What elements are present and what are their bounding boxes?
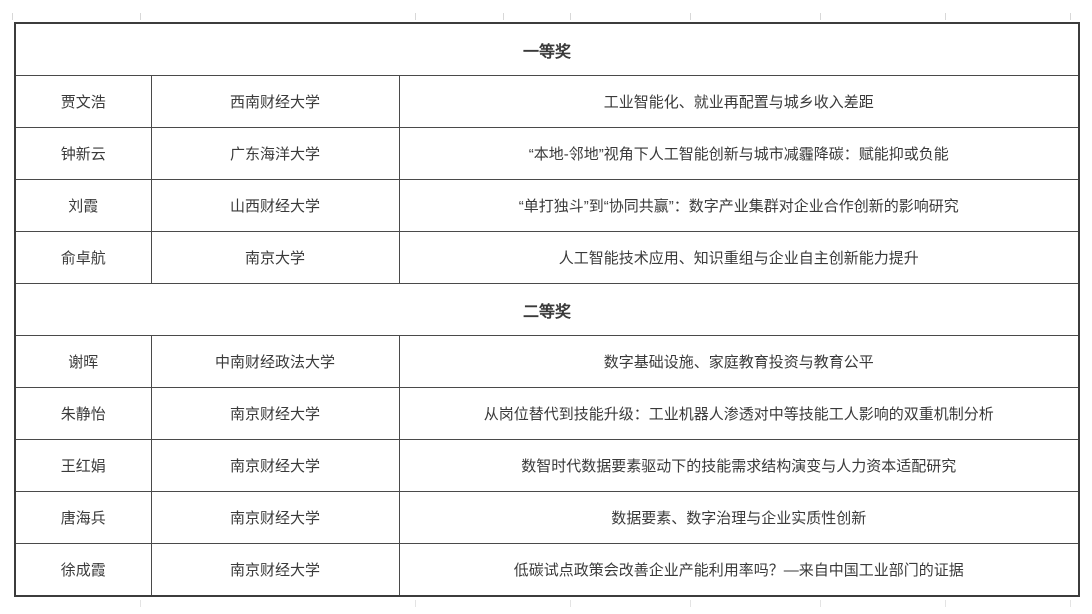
table-row: 刘霞 山西财经大学 “单打独斗”到“协同共赢”：数字产业集群对企业合作创新的影响研究 <box>14 179 1080 232</box>
gridline-tick <box>690 13 691 20</box>
table-row: 唐海兵 南京财经大学 数据要素、数字治理与企业实质性创新 <box>14 491 1080 544</box>
gridline-tick <box>140 600 141 607</box>
awards-table: 一等奖 贾文浩 西南财经大学 工业智能化、就业再配置与城乡收入差距 钟新云 广东海洋大学 “… <box>14 22 1080 597</box>
title-cell: 人工智能技术应用、知识重组与企业自主创新能力提升 <box>398 231 1080 284</box>
section-header-row: 二等奖 <box>14 283 1080 336</box>
table-row: 俞卓航 南京大学 人工智能技术应用、知识重组与企业自主创新能力提升 <box>14 231 1080 284</box>
university-cell: 山西财经大学 <box>150 179 400 232</box>
title-cell: 低碳试点政策会改善企业产能利用率吗？—来自中国工业部门的证据 <box>398 543 1080 597</box>
name-cell: 谢晖 <box>14 335 152 388</box>
section-header-row: 一等奖 <box>14 22 1080 76</box>
gridline-tick <box>1070 600 1071 607</box>
section-header: 一等奖 <box>14 22 1080 76</box>
gridline-tick <box>820 13 821 20</box>
section-header: 二等奖 <box>14 283 1080 336</box>
gridline-tick <box>570 13 571 20</box>
university-cell: 南京财经大学 <box>150 387 400 440</box>
name-cell: 刘霞 <box>14 179 152 232</box>
gridline-tick <box>415 600 416 607</box>
gridline-tick <box>945 13 946 20</box>
table-row: 钟新云 广东海洋大学 “本地-邻地”视角下人工智能创新与城市减霾降碳：赋能抑或负能 <box>14 127 1080 180</box>
gridline-tick <box>12 13 13 20</box>
gridline-tick <box>1070 13 1071 20</box>
university-cell: 广东海洋大学 <box>150 127 400 180</box>
gridline-tick <box>570 600 571 607</box>
name-cell: 唐海兵 <box>14 491 152 544</box>
table-row: 朱静怡 南京财经大学 从岗位替代到技能升级：工业机器人渗透对中等技能工人影响的双重机… <box>14 387 1080 440</box>
name-cell: 贾文浩 <box>14 75 152 128</box>
gridline-tick <box>820 600 821 607</box>
gridline-tick <box>140 13 141 20</box>
university-cell: 南京财经大学 <box>150 543 400 597</box>
name-cell: 徐成霞 <box>14 543 152 597</box>
table-row: 谢晖 中南财经政法大学 数字基础设施、家庭教育投资与教育公平 <box>14 335 1080 388</box>
university-cell: 中南财经政法大学 <box>150 335 400 388</box>
university-cell: 西南财经大学 <box>150 75 400 128</box>
university-cell: 南京财经大学 <box>150 491 400 544</box>
gridline-tick <box>415 13 416 20</box>
gridline-tick <box>503 13 504 20</box>
gridline-tick <box>945 600 946 607</box>
title-cell: 数智时代数据要素驱动下的技能需求结构演变与人力资本适配研究 <box>398 439 1080 492</box>
name-cell: 王红娟 <box>14 439 152 492</box>
gridline-tick <box>690 600 691 607</box>
title-cell: “单打独斗”到“协同共赢”：数字产业集群对企业合作创新的影响研究 <box>398 179 1080 232</box>
name-cell: 钟新云 <box>14 127 152 180</box>
name-cell: 朱静怡 <box>14 387 152 440</box>
title-cell: 数字基础设施、家庭教育投资与教育公平 <box>398 335 1080 388</box>
title-cell: 数据要素、数字治理与企业实质性创新 <box>398 491 1080 544</box>
name-cell: 俞卓航 <box>14 231 152 284</box>
university-cell: 南京大学 <box>150 231 400 284</box>
university-cell: 南京财经大学 <box>150 439 400 492</box>
title-cell: 工业智能化、就业再配置与城乡收入差距 <box>398 75 1080 128</box>
table-row: 贾文浩 西南财经大学 工业智能化、就业再配置与城乡收入差距 <box>14 75 1080 128</box>
table-row: 徐成霞 南京财经大学 低碳试点政策会改善企业产能利用率吗？—来自中国工业部门的证据 <box>14 543 1080 597</box>
title-cell: “本地-邻地”视角下人工智能创新与城市减霾降碳：赋能抑或负能 <box>398 127 1080 180</box>
table-row: 王红娟 南京财经大学 数智时代数据要素驱动下的技能需求结构演变与人力资本适配研究 <box>14 439 1080 492</box>
title-cell: 从岗位替代到技能升级：工业机器人渗透对中等技能工人影响的双重机制分析 <box>398 387 1080 440</box>
